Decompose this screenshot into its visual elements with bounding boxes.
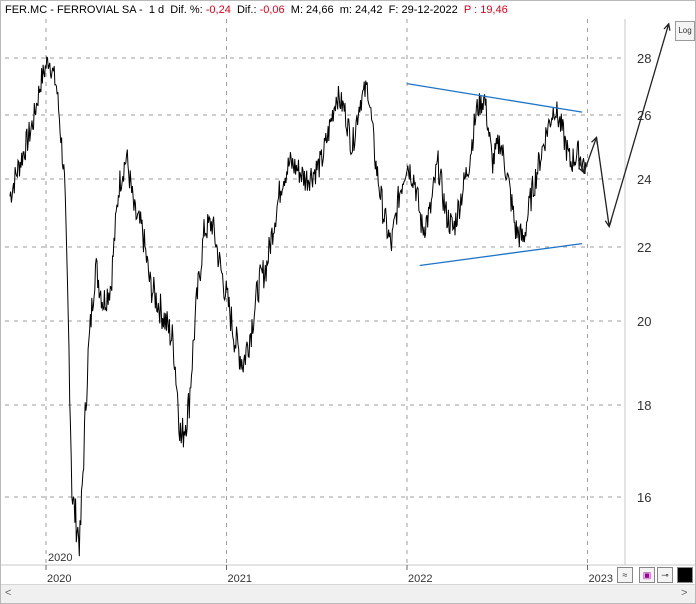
- x-tick-label: 2021: [228, 573, 252, 583]
- max-label: M: 24,66: [290, 4, 334, 16]
- y-tick-label: 24: [637, 172, 651, 187]
- x-tick-label: 2023: [589, 573, 613, 583]
- price-label: P : 19,46: [463, 4, 508, 16]
- y-tick-label: 28: [637, 51, 651, 66]
- x-tick-label: 2022: [408, 573, 432, 583]
- scale-marker-label: 2020: [48, 552, 72, 564]
- lower-trendline[interactable]: [419, 242, 583, 267]
- save-icon[interactable]: ▣: [639, 567, 655, 583]
- period-label: 1 d: [148, 4, 165, 16]
- upper-trendline[interactable]: [406, 83, 583, 113]
- projection-arrowhead: [591, 136, 598, 145]
- price-chart[interactable]: 28 26 24 22 20 18 16 2020 2021 2022 2023 2020: [1, 1, 695, 583]
- y-tick-label: 16: [637, 490, 651, 505]
- y-tick-label: 18: [637, 398, 651, 413]
- projection-path[interactable]: [577, 23, 670, 227]
- y-tick-label: 22: [637, 240, 651, 255]
- pin-icon[interactable]: ⊸: [657, 567, 673, 583]
- y-tick-label: 26: [637, 108, 651, 123]
- projection-arrowhead: [663, 22, 671, 31]
- chart-header: FER.MC - FERROVIAL SA - 1 d Dif. %: -0,2…: [5, 4, 508, 20]
- projection-arrowhead: [604, 219, 612, 229]
- date-label: F: 29-12-2022: [388, 4, 458, 16]
- price-series-line: [9, 56, 587, 557]
- dif-pct-label: Dif. %:: [170, 4, 203, 16]
- horizontal-scrollbar[interactable]: < >: [1, 584, 695, 603]
- min-label: m: 24,42: [339, 4, 383, 16]
- scroll-right-icon[interactable]: >: [681, 587, 688, 599]
- y-tick-label: 20: [637, 314, 651, 329]
- projection-arrowhead: [578, 165, 585, 174]
- dif-pct-value: -0,24: [205, 4, 231, 16]
- wave-icon[interactable]: ≈: [617, 567, 633, 583]
- scroll-left-icon[interactable]: <: [5, 587, 12, 599]
- symbol-label: FER.MC - FERROVIAL SA -: [5, 4, 143, 16]
- dif-label: Dif.:: [236, 4, 257, 16]
- x-tick-label: 2020: [47, 573, 71, 583]
- log-scale-button[interactable]: Log: [675, 21, 695, 41]
- color-swatch-icon[interactable]: [677, 567, 693, 583]
- dif-value: -0,06: [259, 4, 285, 16]
